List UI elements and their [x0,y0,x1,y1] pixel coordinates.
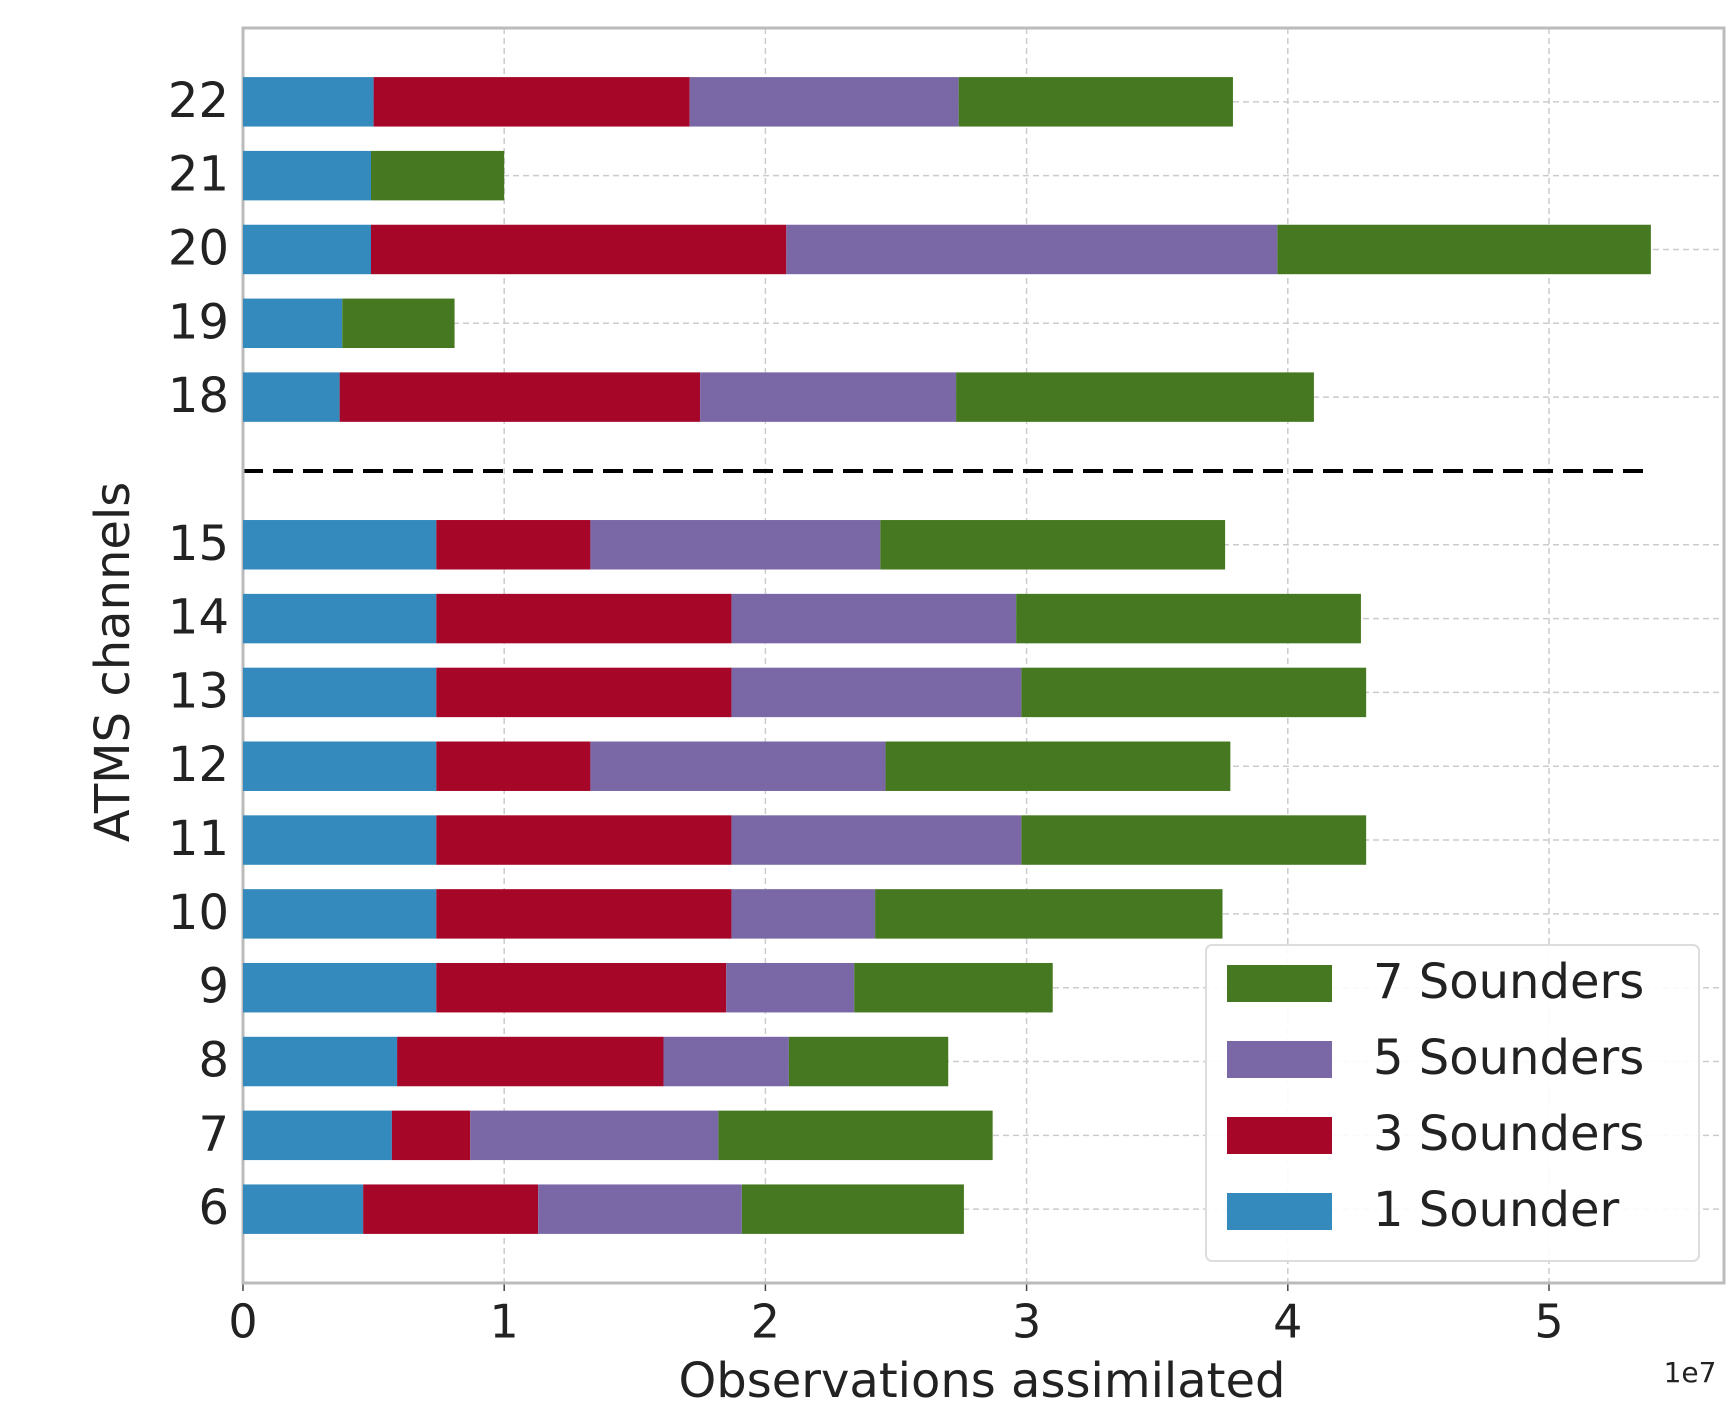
y-tick-label: 18 [168,368,229,424]
x-tick-label: 5 [1534,1295,1563,1349]
bar [243,889,437,939]
bar [342,298,455,349]
x-tick-label: 0 [228,1295,257,1349]
bar [243,77,374,127]
bar [875,889,1223,939]
bar [956,372,1314,422]
bar [436,593,732,644]
bar [731,667,1022,718]
bar [731,815,1022,865]
y-tick-label: 15 [168,516,229,572]
legend-label: 3 Sounders [1373,1106,1644,1162]
bar [538,1184,742,1234]
bar [854,962,1053,1013]
y-tick-label: 6 [198,1180,229,1236]
y-axis-label: ATMS channels [85,482,141,843]
bar [243,667,437,718]
bar [958,77,1233,127]
plot-frame [241,26,1726,1285]
bar [373,77,690,127]
bar [885,741,1231,791]
bar [731,889,876,939]
bar [689,77,959,127]
y-tick-label: 22 [168,73,229,129]
bar [741,1184,964,1234]
bar [243,150,371,201]
bar [731,593,1017,644]
bar [243,1184,364,1234]
bar [243,1110,392,1161]
y-tick-label: 19 [168,294,229,350]
x-tick-label: 4 [1273,1295,1302,1349]
legend-label: 5 Sounders [1373,1030,1644,1086]
bar [590,520,881,570]
y-tick-label: 10 [168,885,229,941]
bar [1021,815,1367,865]
bar [339,372,701,422]
bar [436,962,727,1013]
y-tick-label: 8 [198,1033,229,1089]
legend-label: 7 Sounders [1373,954,1644,1010]
bar [786,224,1278,275]
bar [436,815,732,865]
bar [470,1110,719,1161]
bar [436,667,732,718]
bar [397,1036,664,1087]
bar [1021,667,1367,718]
bar [243,520,437,570]
bar [663,1036,789,1087]
bar [700,372,957,422]
y-tick-label: 12 [168,737,229,793]
x-tick-label: 2 [751,1295,780,1349]
bar [243,741,437,791]
bar [243,224,371,275]
bar [436,520,591,570]
legend-label: 1 Sounder [1373,1182,1619,1238]
bar [370,224,787,275]
bar [1277,224,1651,275]
bar [880,520,1226,570]
legend-swatch [1227,1041,1332,1078]
y-tick-label: 21 [168,147,229,203]
x-offset-label: 1e7 [1664,1356,1717,1389]
bar [243,298,343,349]
bar [243,593,437,644]
y-tick-label: 20 [168,220,229,276]
bar [1016,593,1361,644]
x-tick-label: 1 [490,1295,519,1349]
bar [363,1184,539,1234]
bar [726,962,855,1013]
bar [718,1110,993,1161]
legend-box [1205,944,1700,1262]
legend-swatch [1227,965,1332,1002]
bar [243,1036,398,1087]
y-tick-label: 7 [198,1106,229,1162]
y-tick-label: 14 [168,590,229,646]
legend-swatch [1227,1117,1332,1154]
bar [243,815,437,865]
y-tick-label: 9 [198,959,229,1015]
bar [243,962,437,1013]
bar [788,1036,949,1087]
bar [590,741,886,791]
bar [243,372,340,422]
bar [370,150,505,201]
legend-swatch [1227,1193,1332,1230]
bar [436,741,591,791]
y-tick-label: 11 [168,811,229,867]
y-tick-label: 13 [168,663,229,719]
x-axis-label: Observations assimilated [679,1353,1286,1409]
bar [391,1110,471,1161]
x-tick-label: 3 [1012,1295,1041,1349]
bar [436,889,732,939]
